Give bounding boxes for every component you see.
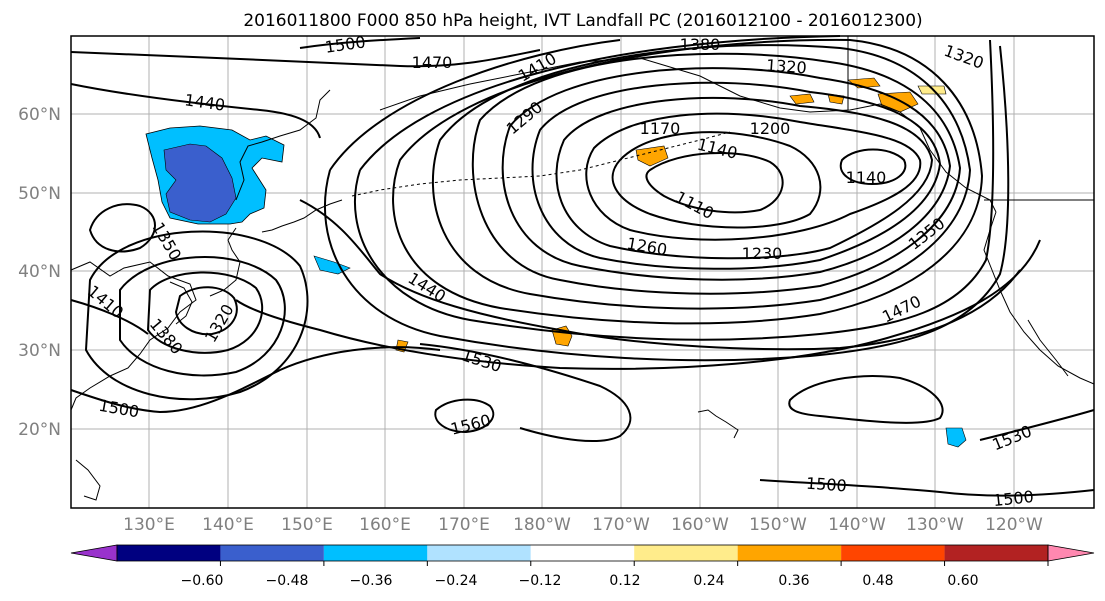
colorbar-tick-label: −0.12 <box>519 573 562 589</box>
contour-label: 1230 <box>742 244 783 263</box>
contour-1290 <box>471 52 962 295</box>
colorbar-tick-label: −0.48 <box>266 573 309 589</box>
longitude-labels: 130°E 140°E 150°E 160°E 170°E 180°W 170°… <box>123 515 1043 535</box>
height-contours <box>70 35 1095 497</box>
ivt-shading <box>145 77 967 448</box>
lon-label: 170°E <box>438 515 490 535</box>
lon-label: 140°E <box>202 515 254 535</box>
lon-label: 160°E <box>359 515 411 535</box>
contour-1530 <box>419 343 1095 443</box>
contour-label: 1500 <box>992 487 1034 510</box>
contour-label: 1140 <box>846 168 887 187</box>
lon-label: 130°W <box>906 515 964 535</box>
lon-label: 170°W <box>592 515 650 535</box>
lat-label: 50°N <box>18 184 61 204</box>
negative-anomaly-small-2 <box>945 427 967 448</box>
philippines <box>75 459 101 501</box>
aleutian-islands <box>351 131 731 197</box>
contour-1110 <box>645 151 784 214</box>
positive-anomaly-small-6 <box>789 93 815 105</box>
contour-1530-east-loop <box>788 375 944 424</box>
baja-california <box>1027 319 1069 377</box>
lon-label: 120°W <box>985 515 1043 535</box>
colorbar-segment <box>944 545 1048 561</box>
lat-label: 20°N <box>18 420 61 440</box>
contour-1200 <box>555 96 934 260</box>
colorbar-tick-label: 0.12 <box>609 573 640 589</box>
hawaii <box>697 409 739 439</box>
contour-west-low-4 <box>84 230 309 401</box>
contour-west-high-loop <box>88 203 156 253</box>
coast-korea <box>169 281 193 325</box>
colorbar-extend-high <box>1047 544 1095 562</box>
lat-label: 30°N <box>18 341 61 361</box>
contour-1470 <box>70 49 1041 370</box>
contour-west-low-3 <box>119 256 286 377</box>
contour-1140-west <box>611 131 822 229</box>
figure-title: 2016011800 F000 850 hPa height, IVT Land… <box>243 11 922 31</box>
colorbar-segment <box>530 545 635 561</box>
contour-1560 <box>434 398 495 434</box>
contour-label: 1320 <box>765 56 807 78</box>
colorbar-tick-label: 0.36 <box>778 573 809 589</box>
lon-label: 140°W <box>828 515 886 535</box>
colorbar-tick-labels: −0.60 −0.48 −0.36 −0.24 −0.12 0.12 0.24 … <box>181 573 979 589</box>
coast-alaska <box>379 57 997 213</box>
coast-east-asia <box>70 261 197 411</box>
colorbar-segment <box>737 545 842 561</box>
lon-label: 130°E <box>123 515 175 535</box>
lon-label: 150°W <box>749 515 807 535</box>
contour-west-low-2 <box>146 271 264 354</box>
positive-anomaly-small-3 <box>635 145 669 167</box>
contour-label: 1200 <box>750 119 791 138</box>
colorbar-segment <box>634 545 738 561</box>
colorbar-segments <box>70 544 1095 566</box>
lon-label: 160°W <box>671 515 729 535</box>
contour-label: 1470 <box>412 53 453 72</box>
coast-sakhalin-kamchatka <box>235 89 331 201</box>
colorbar-segment <box>323 545 428 561</box>
negative-anomaly-region-mid <box>163 143 237 223</box>
contour-1230 <box>531 81 942 270</box>
colorbar-segment <box>220 545 324 561</box>
latitude-labels: 60°N 50°N 40°N 30°N 20°N <box>18 105 61 440</box>
colorbar-segment <box>117 545 221 561</box>
colorbar-tick-label: 0.48 <box>862 573 893 589</box>
coast-north-america <box>983 211 1095 385</box>
contour-label: 1170 <box>640 119 681 138</box>
positive-anomaly-small-8 <box>917 85 947 95</box>
colorbar-outline <box>116 544 1049 562</box>
contour-1140-east <box>839 148 907 186</box>
contour-label: 1380 <box>680 35 721 54</box>
lat-label: 60°N <box>18 105 61 125</box>
lat-label: 40°N <box>18 262 61 282</box>
colorbar-segment <box>427 545 531 561</box>
colorbar-tick-label: 0.60 <box>947 573 978 589</box>
contour-1500 <box>70 37 1095 497</box>
contour-1170 <box>585 112 922 241</box>
colorbar-tick-label: 0.24 <box>693 573 724 589</box>
colorbar-tick-label: −0.60 <box>181 573 224 589</box>
contour-1260 <box>501 67 952 281</box>
map-frame <box>70 35 1095 509</box>
lon-label: 150°E <box>281 515 333 535</box>
contour-1380 <box>354 35 995 341</box>
colorbar-tick-label: −0.36 <box>350 573 393 589</box>
colorbar: −0.60 −0.48 −0.36 −0.24 −0.12 0.12 0.24 … <box>70 544 1095 589</box>
colorbar-tick-label: −0.24 <box>435 573 478 589</box>
map-panel: 1500 1470 1380 1320 1320 1440 1410 1290 … <box>70 32 1095 510</box>
contour-label: 1500 <box>805 474 847 496</box>
contour-1440 <box>70 83 1021 351</box>
colorbar-extend-low <box>70 544 118 562</box>
gridlines <box>71 36 1094 508</box>
lon-label: 180°W <box>513 515 571 535</box>
colorbar-segment <box>841 545 945 561</box>
contour-west-low-1 <box>174 286 238 336</box>
kuril-islands <box>261 199 343 233</box>
contour-1350 <box>392 38 984 325</box>
